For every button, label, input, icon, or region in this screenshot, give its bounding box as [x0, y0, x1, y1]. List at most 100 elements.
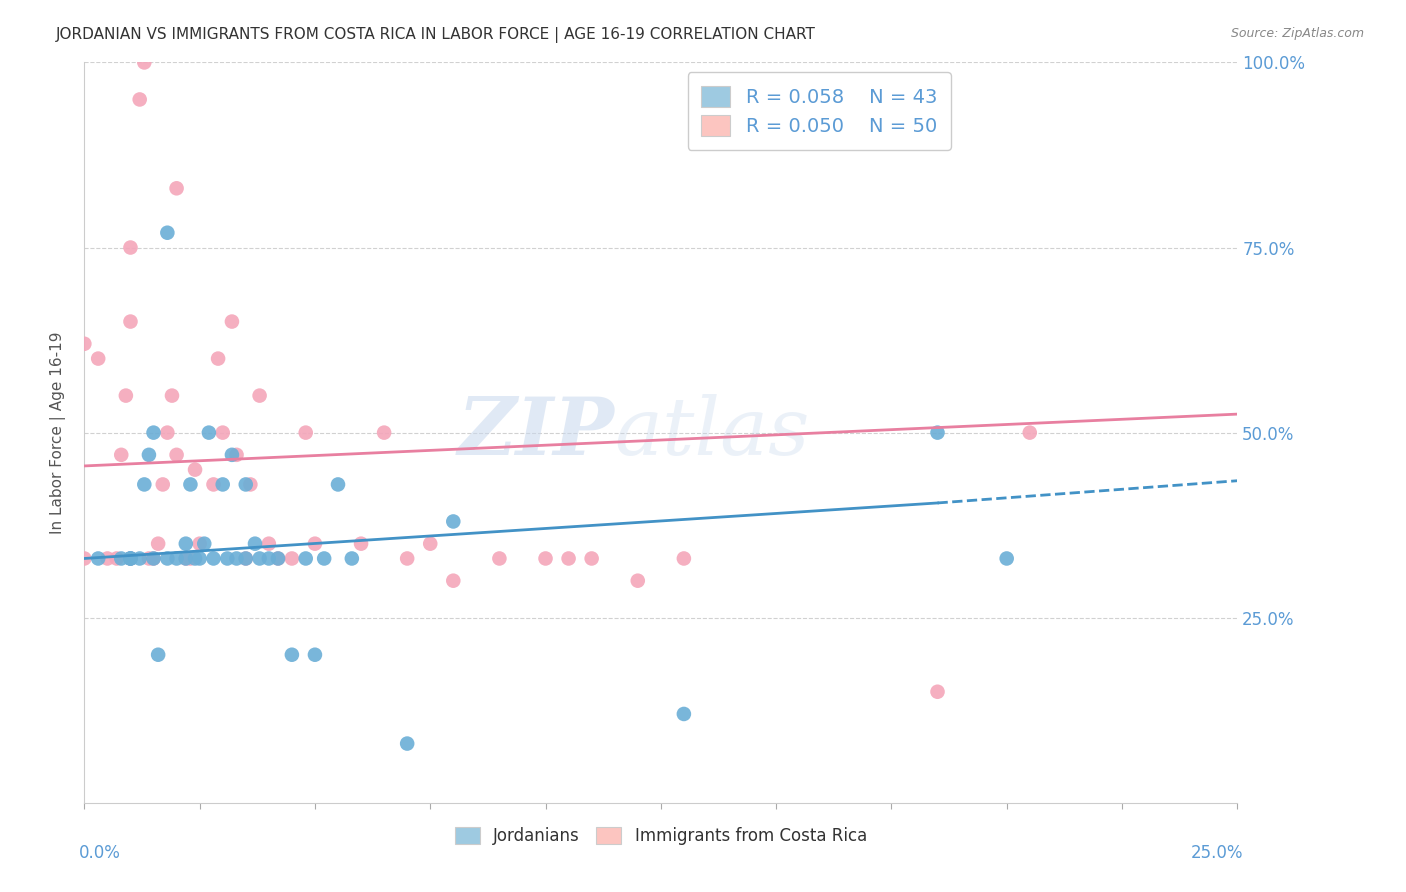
Point — [174, 551, 197, 566]
Point — [225, 448, 247, 462]
Point — [672, 551, 695, 566]
Point — [441, 574, 464, 588]
Point — [160, 388, 183, 402]
Point — [326, 477, 349, 491]
Point — [142, 551, 165, 566]
Point — [995, 551, 1018, 566]
Legend: Jordanians, Immigrants from Costa Rica: Jordanians, Immigrants from Costa Rica — [450, 822, 872, 850]
Point — [488, 551, 510, 566]
Point — [166, 448, 188, 462]
Text: 25.0%: 25.0% — [1191, 844, 1243, 862]
Point — [120, 551, 142, 566]
Point — [138, 448, 160, 462]
Point — [134, 477, 156, 491]
Point — [188, 536, 211, 550]
Point — [672, 706, 695, 721]
Point — [281, 551, 304, 566]
Point — [174, 551, 197, 566]
Point — [211, 425, 233, 440]
Point — [304, 648, 326, 662]
Point — [281, 648, 304, 662]
Point — [179, 551, 201, 566]
Point — [225, 551, 247, 566]
Point — [184, 462, 207, 476]
Point — [142, 551, 165, 566]
Point — [146, 536, 169, 550]
Point — [350, 536, 373, 550]
Text: atlas: atlas — [614, 394, 810, 471]
Point — [179, 477, 201, 491]
Point — [87, 351, 110, 366]
Point — [166, 181, 188, 195]
Point — [314, 551, 336, 566]
Point — [396, 551, 419, 566]
Point — [156, 226, 179, 240]
Point — [927, 425, 949, 440]
Point — [257, 551, 280, 566]
Point — [134, 55, 156, 70]
Point — [927, 685, 949, 699]
Point — [110, 551, 132, 566]
Point — [534, 551, 557, 566]
Point — [373, 425, 395, 440]
Point — [193, 536, 215, 550]
Point — [184, 551, 207, 566]
Point — [128, 92, 150, 106]
Point — [105, 551, 128, 566]
Point — [627, 574, 650, 588]
Point — [156, 551, 179, 566]
Point — [115, 388, 138, 402]
Text: 0.0%: 0.0% — [79, 844, 121, 862]
Point — [221, 448, 243, 462]
Point — [239, 477, 262, 491]
Point — [249, 551, 271, 566]
Y-axis label: In Labor Force | Age 16-19: In Labor Force | Age 16-19 — [49, 331, 66, 534]
Point — [217, 551, 239, 566]
Point — [120, 551, 142, 566]
Point — [96, 551, 118, 566]
Point — [120, 240, 142, 255]
Point — [304, 536, 326, 550]
Point — [152, 477, 174, 491]
Point — [120, 314, 142, 328]
Point — [156, 425, 179, 440]
Point — [202, 551, 225, 566]
Point — [249, 388, 271, 402]
Point — [294, 551, 316, 566]
Point — [235, 551, 257, 566]
Point — [110, 448, 132, 462]
Point — [73, 551, 96, 566]
Point — [243, 536, 266, 550]
Point — [120, 551, 142, 566]
Point — [340, 551, 363, 566]
Point — [396, 737, 419, 751]
Point — [207, 351, 229, 366]
Point — [142, 425, 165, 440]
Point — [419, 536, 441, 550]
Point — [557, 551, 579, 566]
Point — [198, 425, 221, 440]
Point — [211, 477, 233, 491]
Point — [188, 551, 211, 566]
Point — [174, 536, 197, 550]
Point — [73, 336, 96, 351]
Point — [166, 551, 188, 566]
Point — [128, 551, 150, 566]
Point — [235, 477, 257, 491]
Text: ZIP: ZIP — [458, 394, 614, 471]
Point — [235, 551, 257, 566]
Point — [221, 314, 243, 328]
Point — [294, 425, 316, 440]
Text: Source: ZipAtlas.com: Source: ZipAtlas.com — [1230, 27, 1364, 40]
Point — [87, 551, 110, 566]
Point — [202, 477, 225, 491]
Point — [267, 551, 290, 566]
Point — [1018, 425, 1040, 440]
Point — [441, 515, 464, 529]
Point — [120, 551, 142, 566]
Point — [267, 551, 290, 566]
Text: JORDANIAN VS IMMIGRANTS FROM COSTA RICA IN LABOR FORCE | AGE 16-19 CORRELATION C: JORDANIAN VS IMMIGRANTS FROM COSTA RICA … — [56, 27, 815, 43]
Point — [138, 551, 160, 566]
Point — [257, 536, 280, 550]
Point — [146, 648, 169, 662]
